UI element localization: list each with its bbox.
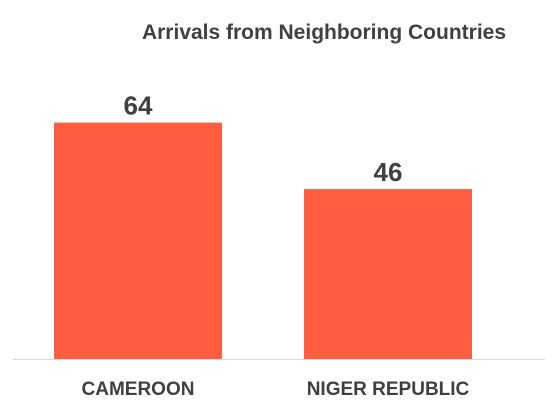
- x-tick-label-niger-republic: NIGER REPUBLIC: [307, 379, 470, 400]
- x-tick-labels-group: CAMEROON NIGER REPUBLIC: [82, 379, 470, 400]
- bar-cameroon: [54, 123, 222, 359]
- bars-group: [54, 123, 472, 359]
- x-tick-label-cameroon: CAMEROON: [82, 379, 195, 400]
- bar-niger-republic: [304, 189, 472, 359]
- chart-title: Arrivals from Neighboring Countries: [142, 21, 506, 44]
- data-label-niger-republic: 46: [374, 157, 403, 187]
- data-label-cameroon: 64: [124, 91, 153, 121]
